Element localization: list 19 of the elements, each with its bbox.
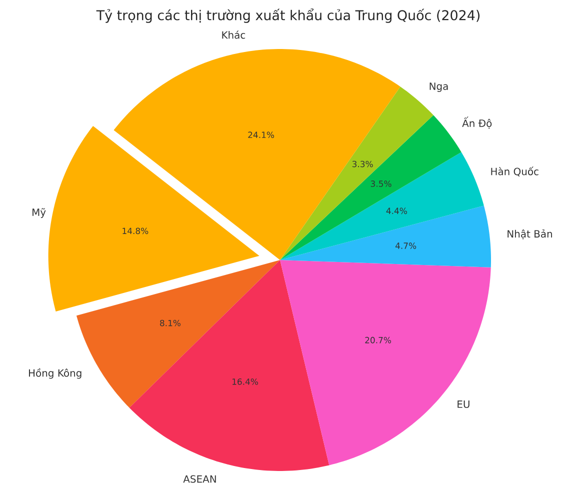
data-label: 20.7% xyxy=(365,336,392,344)
chart-title: Tỷ trọng các thị trường xuất khẩu của Trung Quốc (2024) xyxy=(96,8,480,23)
data-label: 24.1% xyxy=(248,132,274,138)
slice-label: Mỹ xyxy=(32,208,46,218)
slice-label: Nhật Bản xyxy=(508,229,552,240)
data-label: 4.7% xyxy=(395,242,416,249)
slice-label: Ấn Độ xyxy=(462,116,492,129)
data-label: 4.4% xyxy=(386,208,407,214)
slice-label: EU xyxy=(458,400,470,408)
data-label: 14.8% xyxy=(122,228,148,234)
data-label: 3.3% xyxy=(352,160,373,168)
data-label: 8.1% xyxy=(160,320,180,326)
data-label: 16.4% xyxy=(232,378,258,385)
slice-label: Hàn Quốc xyxy=(491,166,538,176)
slice-label: ASEAN xyxy=(183,475,216,483)
slice-label: Nga xyxy=(430,82,448,92)
slice-label: Khác xyxy=(222,30,246,39)
slice-label: Hồng Kông xyxy=(28,368,82,379)
data-label: 3.5% xyxy=(370,180,392,187)
